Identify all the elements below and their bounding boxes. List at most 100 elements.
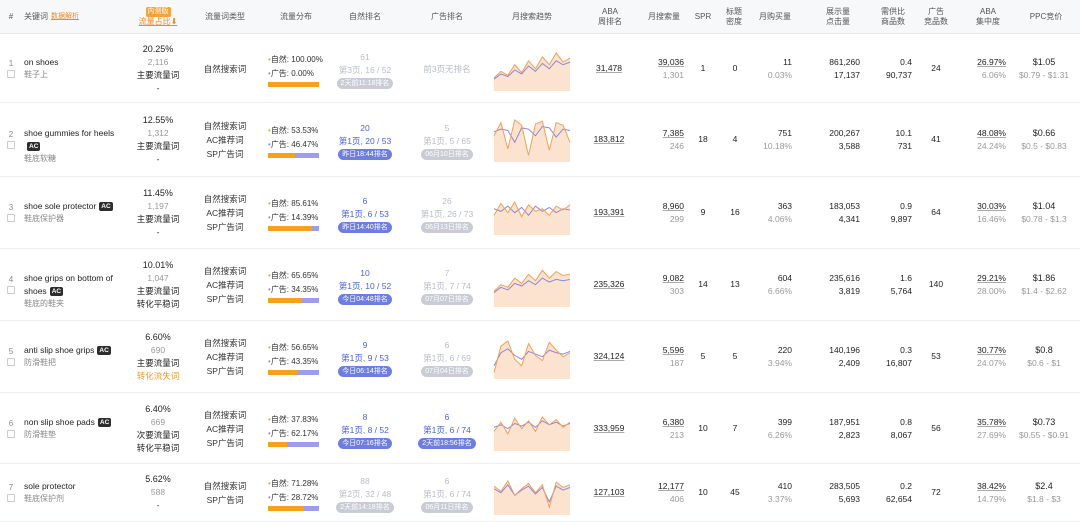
table-row[interactable]: 5 anti slip shoe grips AC 防滑鞋把 6.60% 690 主要流量词… [0,321,1080,393]
table-row[interactable]: 7 sole protector 鞋底保护剂 5.62% 588 - 自然搜索词 SP广告词 •… [0,464,1080,522]
row-checkbox[interactable] [7,141,15,149]
purchase-rate: 3.37% [767,494,792,504]
row-checkbox[interactable] [7,358,15,366]
supply-cell: 0.9 9,897 [866,200,912,226]
purchase-rate: 6.26% [767,430,792,440]
row-checkbox[interactable] [7,286,15,294]
natural-rank[interactable]: 88 [360,476,370,486]
aba-rank[interactable]: 183,812 [593,134,625,144]
ad-rank[interactable]: 5 [444,123,450,133]
search-volume-cell: 8,960 299 [640,200,684,226]
trend-cell [493,191,571,237]
distribution-bar [268,506,319,511]
natural-rank[interactable]: 9 [362,340,368,350]
ad-rank[interactable]: 6 [444,412,450,422]
trend-line-primary [493,269,571,292]
ad-rank[interactable]: 7 [444,268,450,278]
table-row[interactable]: 3 shoe sole protector AC 鞋底保护器 11.45% 1,197 主要… [0,177,1080,249]
ad-rank[interactable]: 26 [442,196,452,206]
traffic-tag: 转化平稳词 [136,443,180,453]
keyword-text[interactable]: anti slip shoe grips [24,345,95,355]
natural-rank[interactable]: 8 [362,412,368,422]
impressions: 283,505 [829,481,860,491]
natural-label: 自然: [270,479,292,488]
ad-pct: 28.72% [291,493,319,502]
keyword-text[interactable]: shoe gummies for heels [24,128,115,138]
natural-rank[interactable]: 61 [360,52,370,62]
aba-rank[interactable]: 31,478 [596,63,622,73]
natural-bar-fill [268,298,302,303]
ad-bar-fill [296,370,319,375]
ad-rank-time: 06月13日排名 [421,222,473,233]
data-analysis-link[interactable]: 数据解析 [51,12,79,20]
aba-rank[interactable]: 333,959 [593,423,625,433]
keyword-text[interactable]: sole protector [24,481,76,491]
ppc-cell: $1.05 $0.79 - $1.31 [1010,56,1078,82]
ad-competitors: 140 [928,279,944,289]
ad-pct: 14.39% [291,213,319,222]
keyword-type: 自然搜索词 [203,338,247,348]
aba-concentration-cell: 38.42% 14.79% [962,480,1006,506]
row-index-cell: 4 [4,275,18,294]
traffic-share: 12.55% [142,115,174,125]
keyword-text[interactable]: shoe grips on bottom of shoes [24,273,113,296]
search-volume[interactable]: 9,082 [662,273,684,283]
ppc-bid: $1.04 [1032,201,1056,211]
search-volume-cell: 6,380 213 [640,416,684,442]
supply-demand-ratio: 0.4 [900,57,912,67]
search-volume[interactable]: 8,960 [662,201,684,211]
natural-rank[interactable]: 20 [360,123,370,133]
monthly-purchases: 751 [777,128,792,138]
natural-rank-cell: 6 第1页, 6 / 53 昨日14:40排名 [330,195,400,233]
table-row[interactable]: 2 shoe gummies for heels AC 鞋底软糖 12.55% 1,312… [0,103,1080,177]
row-checkbox[interactable] [7,494,15,502]
natural-dot-icon: • [268,271,271,280]
table-row[interactable]: 6 non slip shoe pads AC 防滑鞋垫 6.40% 669 次要流量词 转化… [0,393,1080,464]
table-row[interactable]: 4 shoe grips on bottom of shoes AC 鞋底的鞋夹 10.… [0,249,1080,321]
traffic-count: 690 [150,345,166,355]
row-checkbox[interactable] [7,70,15,78]
search-volume[interactable]: 12,177 [658,481,684,491]
sort-desc-icon[interactable]: ⬇ [170,17,178,26]
table-row[interactable]: 1 on shoes 鞋子上 20.25% 2,116 主要流量词 - 自然搜索词 •自然: 1… [0,34,1080,103]
aba-rank[interactable]: 324,124 [593,351,625,361]
row-checkbox[interactable] [7,430,15,438]
natural-rank-page: 第2页, 32 / 48 [338,489,392,499]
keyword-text[interactable]: on shoes [24,57,59,67]
ad-rank-page: 第1页, 6 / 74 [423,489,471,499]
header-ppc: PPC竞价 [1029,12,1063,21]
aba-rank[interactable]: 235,326 [593,279,625,289]
row-checkbox[interactable] [7,214,15,222]
keyword-line: shoe gummies for heels AC [24,127,128,153]
distribution-cell: •自然: 53.53% •广告: 46.47% [268,124,328,158]
aba-rank[interactable]: 193,391 [593,207,625,217]
natural-rank[interactable]: 6 [362,196,368,206]
header-share[interactable]: 内测版 流量占比⬇ [138,7,178,26]
spr-value: 10 [698,423,708,433]
impressions: 140,196 [829,345,860,355]
search-volume[interactable]: 6,380 [662,417,684,427]
natural-rank[interactable]: 10 [360,268,370,278]
ad-competitors-cell: 72 [918,486,954,499]
header-num: # [8,12,14,21]
search-volume[interactable]: 5,596 [662,345,684,355]
aba-rank[interactable]: 127,103 [593,487,625,497]
natural-bar-fill [268,506,305,511]
title-density-cell: 0 [718,62,752,75]
ad-rank[interactable]: 6 [444,476,450,486]
aba-concentration-sub: 16.46% [977,214,1006,224]
search-volume[interactable]: 39,036 [658,57,684,67]
trend-cell [493,47,571,93]
ad-rank[interactable]: 6 [444,340,450,350]
ad-rank-page: 第1页, 26 / 73 [420,209,474,219]
spr-cell: 5 [690,350,716,363]
type-cell: 自然搜索词 AC推荐词 SP广告词 [192,408,258,450]
keyword-text[interactable]: non slip shoe pads [24,417,95,427]
trend-area [494,480,570,515]
keyword-text[interactable]: shoe sole protector [24,201,97,211]
ppc-bid: $0.8 [1035,345,1053,355]
traffic-count: 1,197 [147,201,169,211]
search-volume[interactable]: 7,385 [662,128,684,138]
type-cell: 自然搜索词 AC推荐词 SP广告词 [192,336,258,378]
product-count: 90,737 [886,70,912,80]
